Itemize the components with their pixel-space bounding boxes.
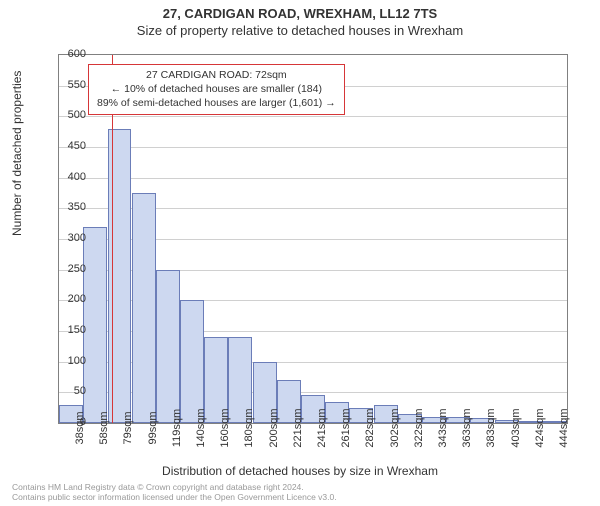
x-tick-label: 302sqm <box>389 408 401 447</box>
x-tick-label: 160sqm <box>219 408 231 447</box>
histogram-bar <box>132 193 156 423</box>
y-tick-label: 250 <box>46 263 86 275</box>
x-tick-label: 119sqm <box>171 409 183 447</box>
x-tick-label: 282sqm <box>364 408 376 447</box>
y-tick-label: 350 <box>46 201 86 213</box>
x-tick-label: 180sqm <box>243 408 255 447</box>
x-tick-label: 343sqm <box>437 408 449 447</box>
x-tick-label: 241sqm <box>316 408 328 447</box>
footer-line-1: Contains HM Land Registry data © Crown c… <box>12 482 337 492</box>
histogram-bar <box>180 300 204 423</box>
y-tick-label: 550 <box>46 79 86 91</box>
x-tick-label: 322sqm <box>413 408 425 447</box>
x-tick-label: 403sqm <box>510 408 522 447</box>
y-tick-label: 50 <box>46 385 86 397</box>
attribution-footer: Contains HM Land Registry data © Crown c… <box>12 482 337 502</box>
footer-line-2: Contains public sector information licen… <box>12 492 337 502</box>
histogram-bar <box>83 227 107 423</box>
info-line-smaller: ← 10% of detached houses are smaller (18… <box>97 82 336 96</box>
gridline <box>59 147 567 148</box>
x-tick-label: 200sqm <box>268 408 280 447</box>
x-tick-label: 58sqm <box>98 411 110 444</box>
x-tick-label: 79sqm <box>122 411 134 444</box>
y-tick-label: 300 <box>46 232 86 244</box>
x-tick-label: 424sqm <box>534 408 546 447</box>
gridline <box>59 116 567 117</box>
y-tick-label: 500 <box>46 109 86 121</box>
info-line-size: 27 CARDIGAN ROAD: 72sqm <box>97 68 336 82</box>
x-tick-label: 383sqm <box>485 408 497 447</box>
page-title: 27, CARDIGAN ROAD, WREXHAM, LL12 7TS <box>0 6 600 21</box>
y-axis-label: Number of detached properties <box>10 71 24 236</box>
x-tick-label: 261sqm <box>340 408 352 447</box>
y-tick-label: 450 <box>46 140 86 152</box>
x-tick-label: 221sqm <box>292 408 304 447</box>
x-axis-label: Distribution of detached houses by size … <box>0 464 600 478</box>
y-tick-label: 400 <box>46 171 86 183</box>
x-tick-label: 444sqm <box>558 408 570 447</box>
x-tick-label: 363sqm <box>461 408 473 447</box>
y-tick-label: 600 <box>46 48 86 60</box>
histogram-bar <box>156 270 180 423</box>
property-info-box: 27 CARDIGAN ROAD: 72sqm ← 10% of detache… <box>88 64 345 115</box>
x-tick-label: 38sqm <box>74 411 86 444</box>
page-subtitle: Size of property relative to detached ho… <box>0 23 600 38</box>
x-tick-label: 140sqm <box>195 408 207 447</box>
info-line-larger: 89% of semi-detached houses are larger (… <box>97 96 336 110</box>
y-tick-label: 200 <box>46 293 86 305</box>
y-tick-label: 150 <box>46 324 86 336</box>
x-tick-label: 99sqm <box>147 411 159 444</box>
y-tick-label: 100 <box>46 355 86 367</box>
gridline <box>59 178 567 179</box>
